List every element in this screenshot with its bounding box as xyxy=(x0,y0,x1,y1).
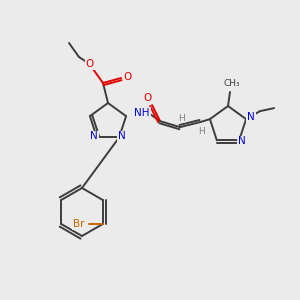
Text: N: N xyxy=(118,131,126,141)
Text: Br: Br xyxy=(73,219,85,229)
Text: H: H xyxy=(198,127,204,136)
Text: NH: NH xyxy=(134,108,150,118)
Text: O: O xyxy=(124,72,132,82)
Text: O: O xyxy=(86,59,94,69)
Text: H: H xyxy=(178,114,184,123)
Text: O: O xyxy=(143,93,151,103)
Text: N: N xyxy=(247,112,255,122)
Text: N: N xyxy=(238,136,246,146)
Text: CH₃: CH₃ xyxy=(224,80,240,88)
Text: CH₃: CH₃ xyxy=(224,80,240,89)
Text: N: N xyxy=(90,131,98,141)
